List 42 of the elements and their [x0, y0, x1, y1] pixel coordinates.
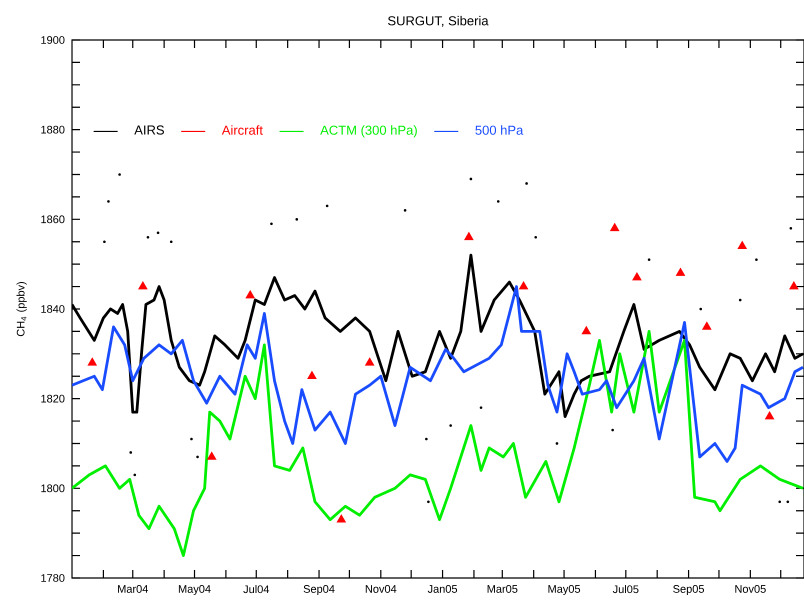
point — [207, 452, 216, 460]
point — [138, 281, 148, 290]
point — [365, 358, 374, 366]
point — [518, 281, 528, 290]
x-tick-label: Mar04 — [118, 585, 148, 593]
x-tick-label: Jan05 — [428, 585, 458, 593]
legend-label: Aircraft — [222, 125, 263, 135]
y-tick-label: 1880 — [41, 126, 64, 134]
y-tick-label: 1840 — [41, 305, 64, 313]
point — [246, 290, 255, 298]
point — [765, 411, 774, 420]
legend-label: ACTM (300 hPa) — [320, 125, 417, 138]
y-axis-title: CH$_{4}$ (ppbv) — [16, 282, 27, 336]
x-tick-label: May05 — [548, 585, 580, 596]
point — [464, 232, 474, 240]
y-tick-label: 1800 — [41, 484, 64, 492]
point — [702, 322, 712, 330]
y-tick-label: 1780 — [41, 574, 64, 582]
point — [610, 223, 620, 232]
y-tick-label: 1820 — [41, 394, 64, 403]
point — [738, 241, 747, 250]
point — [632, 272, 642, 280]
x-tick-label: Mar05 — [488, 585, 518, 593]
point — [582, 326, 591, 334]
x-tick-label: May04 — [178, 585, 211, 596]
x-tick-label: Jul04 — [243, 585, 270, 594]
line-series — [72, 330, 804, 557]
point — [676, 268, 686, 276]
chart-title: SURGUT, Siberia — [388, 16, 489, 27]
line-series — [72, 285, 804, 463]
point — [336, 514, 346, 522]
legend-label: 500 hPa — [475, 125, 524, 135]
point — [307, 371, 317, 380]
x-tick-label: Nov04 — [366, 585, 396, 593]
y-tick-label: 1900 — [41, 36, 64, 44]
x-tick-label: Sep04 — [304, 585, 335, 596]
x-tick-label: Jul05 — [612, 585, 638, 594]
legend-label: AIRS — [134, 125, 164, 135]
point — [88, 358, 97, 366]
x-tick-label: Sep05 — [673, 585, 704, 596]
x-tick-label: Nov05 — [735, 585, 766, 593]
y-tick-label: 1860 — [41, 215, 64, 224]
